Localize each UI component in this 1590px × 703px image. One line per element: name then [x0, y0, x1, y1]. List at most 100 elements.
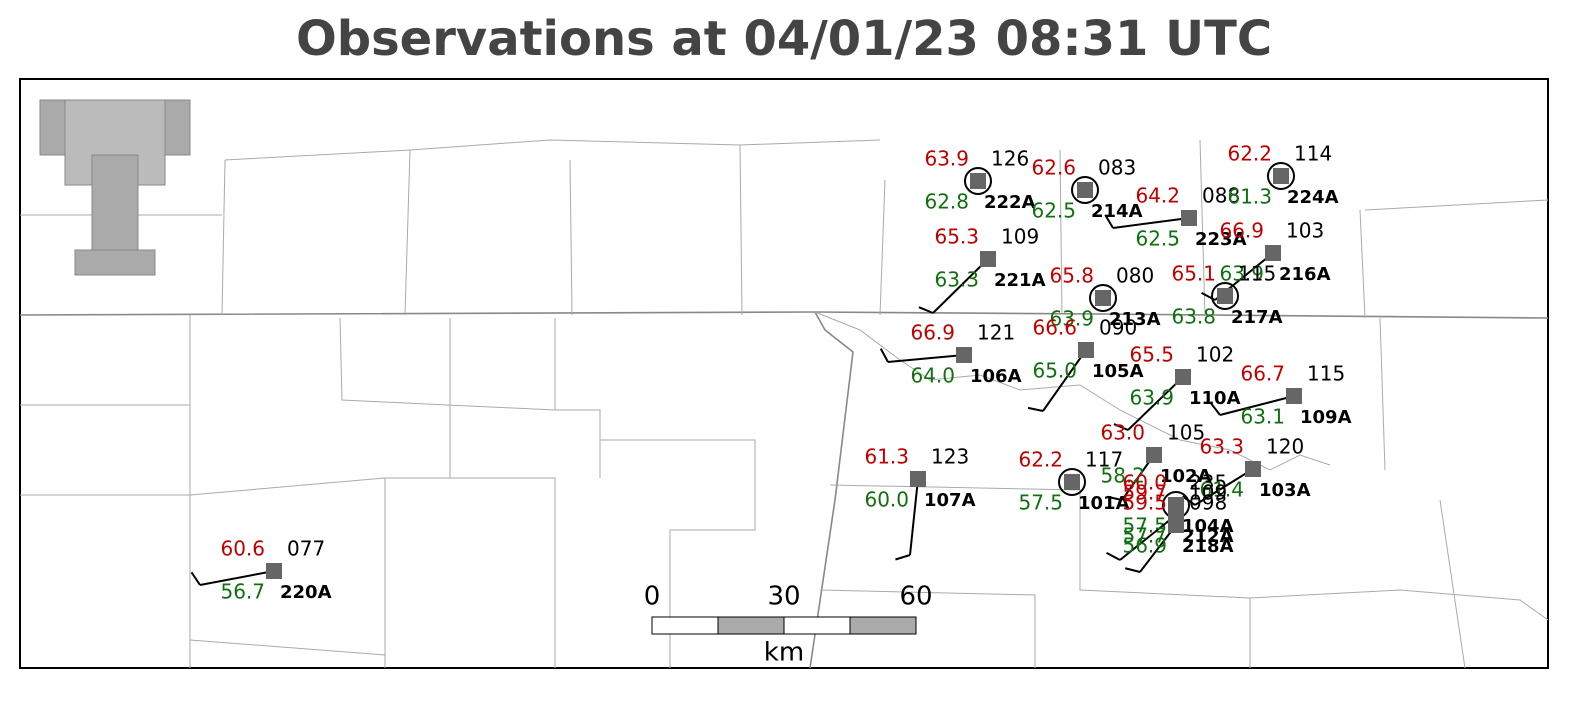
station-marker: [1077, 182, 1093, 198]
dewpoint: 60.0: [864, 488, 909, 512]
wind-barb: [1194, 468, 1254, 506]
pressure: 077: [287, 537, 325, 561]
dewpoint: 64.0: [910, 364, 955, 388]
wind-barb: [1112, 217, 1190, 229]
logo: [39, 99, 191, 276]
scale-label: 0: [644, 582, 661, 612]
pressure: 115: [1307, 362, 1345, 386]
wind-barb-flag: [918, 306, 934, 314]
wind-barb-flag: [895, 554, 911, 561]
dewpoint: 63.9: [1219, 262, 1264, 286]
station-id: 214A: [1091, 201, 1143, 222]
station-id: 102A: [1160, 466, 1212, 487]
station-id: 222A: [984, 192, 1036, 213]
pressure: 109: [1189, 481, 1227, 505]
temperature: 66.7: [1240, 362, 1285, 386]
dewpoint: 63.9: [1129, 386, 1174, 410]
pressure: 117: [1085, 448, 1123, 472]
wind-barb-flag: [1124, 567, 1141, 573]
wind-barb: [199, 570, 275, 586]
station-marker: [910, 471, 926, 487]
wind-barb-flag: [879, 348, 889, 363]
wind-barb-flag: [1106, 495, 1123, 501]
scale-unit: km: [764, 638, 804, 668]
boundaries: [19, 139, 1549, 669]
calm-circle: [1058, 468, 1086, 496]
station-id: 110A: [1189, 388, 1241, 409]
temperature: 59.5: [1122, 491, 1167, 515]
station-marker: [1273, 168, 1289, 184]
station-id: 221A: [994, 270, 1046, 291]
scale-label: 30: [767, 582, 800, 612]
wind-barb-flag: [1104, 214, 1114, 229]
station-id: 105A: [1092, 361, 1144, 382]
station-id: 217A: [1231, 307, 1283, 328]
temperature: 60.0: [1122, 471, 1167, 495]
scale-bar: [651, 616, 917, 635]
station-id: 223A: [1195, 229, 1247, 250]
temperature: 62.2: [1018, 448, 1063, 472]
dewpoint: 56.9: [1122, 534, 1167, 558]
wind-barb: [1042, 349, 1087, 412]
temperature: 65.5: [1129, 343, 1174, 367]
wind-barb-flag: [1027, 406, 1044, 412]
station-marker: [1181, 210, 1197, 226]
station-id: 220A: [280, 582, 332, 603]
station-marker: [266, 563, 282, 579]
temperature: 66.9: [1219, 219, 1264, 243]
wind-barb: [1127, 376, 1184, 431]
wind-barb: [1119, 514, 1177, 561]
wind-barb: [909, 478, 919, 556]
temperature: 65.8: [1049, 264, 1094, 288]
calm-circle: [1089, 284, 1117, 312]
temperature: 65.1: [1171, 262, 1216, 286]
temperature: 63.3: [1199, 435, 1244, 459]
station-marker: [1286, 388, 1302, 404]
station-id: 104A: [1182, 516, 1234, 537]
temperature: 64.2: [1135, 184, 1180, 208]
station-marker: [1064, 474, 1080, 490]
pressure: 098: [1189, 491, 1227, 515]
pressure: 090: [1099, 316, 1137, 340]
temperature: 60.6: [220, 537, 265, 561]
station-id: 212A: [1182, 526, 1234, 547]
station-marker: [1095, 290, 1111, 306]
station-marker: [1217, 288, 1233, 304]
station-id: 107A: [924, 490, 976, 511]
wind-barb: [887, 354, 965, 363]
pressure: 083: [1098, 156, 1136, 180]
wind-barb-flag: [1106, 551, 1121, 561]
dewpoint: 63.8: [1171, 305, 1216, 329]
temperature: 66.9: [910, 321, 955, 345]
scale-label: 60: [899, 582, 932, 612]
calm-circle: [1267, 162, 1295, 190]
station-id: 216A: [1279, 264, 1331, 285]
pressure: 109: [1001, 225, 1039, 249]
pressure: 105: [1167, 421, 1205, 445]
station-marker: [1245, 461, 1261, 477]
dewpoint: 63.9: [1049, 307, 1094, 331]
wind-barb-flag: [1209, 402, 1221, 416]
pressure: 080: [1116, 264, 1154, 288]
station-id: 109A: [1300, 407, 1352, 428]
pressure: 102: [1196, 343, 1234, 367]
station-id: 106A: [970, 366, 1022, 387]
dewpoint: 65.0: [1032, 359, 1077, 383]
calm-circle: [1071, 176, 1099, 204]
temperature: 61.3: [864, 445, 909, 469]
station-marker: [956, 347, 972, 363]
dewpoint: 62.5: [1135, 227, 1180, 251]
temperature: 66.6: [1032, 316, 1077, 340]
station-marker: [1175, 369, 1191, 385]
dewpoint: 62.8: [924, 190, 969, 214]
temperature: 62.2: [1227, 142, 1272, 166]
calm-circle: [1211, 282, 1239, 310]
pressure: 103: [1286, 219, 1324, 243]
station-id: 218A: [1182, 536, 1234, 557]
dewpoint: 62.5: [1031, 199, 1076, 223]
pressure: 235: [1189, 471, 1227, 495]
station-id: 224A: [1287, 187, 1339, 208]
pressure: 126: [991, 147, 1029, 171]
